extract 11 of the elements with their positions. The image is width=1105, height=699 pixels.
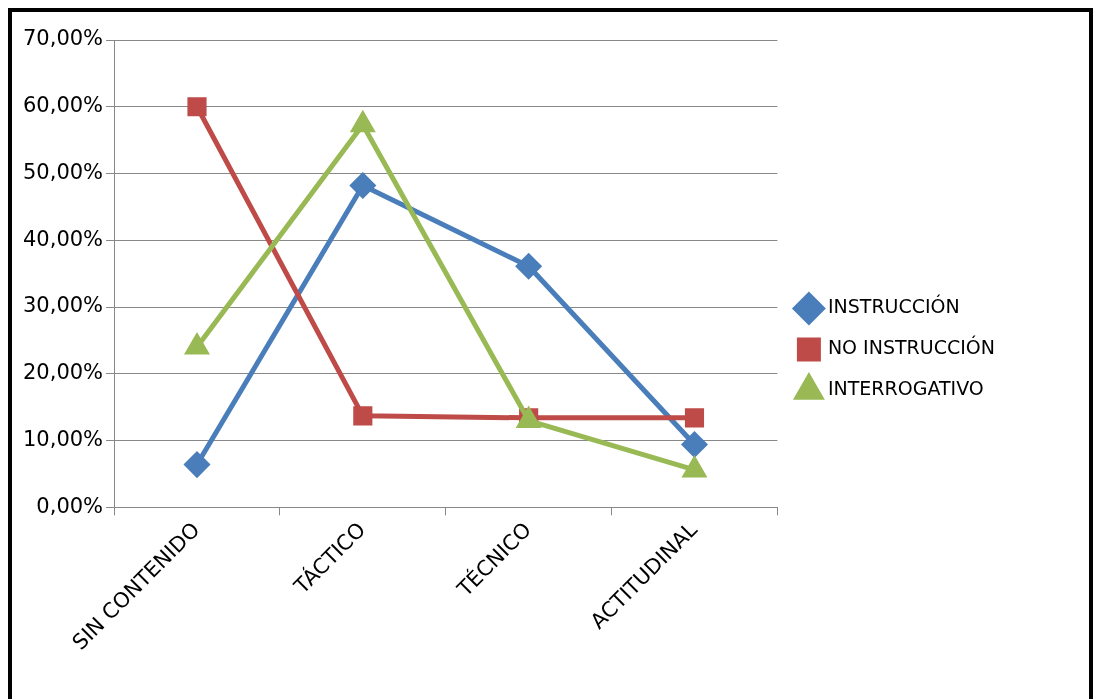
y-tick-label: 10,00%: [22, 427, 104, 452]
y-tick-label: 20,00%: [22, 360, 104, 385]
y-tick-label: 30,00%: [22, 293, 104, 318]
y-tick-label: 50,00%: [22, 159, 104, 184]
legend-label: NO INSTRUCCIÓN: [827, 335, 996, 359]
legend-label: INSTRUCCIÓN: [827, 294, 960, 318]
legend-label: INTERROGATIVO: [827, 377, 984, 400]
y-tick-label: 0,00%: [36, 493, 104, 518]
y-tick-label: 60,00%: [22, 93, 104, 118]
y-tick-label: 70,00%: [22, 26, 104, 51]
y-tick-label: 40,00%: [22, 226, 104, 251]
